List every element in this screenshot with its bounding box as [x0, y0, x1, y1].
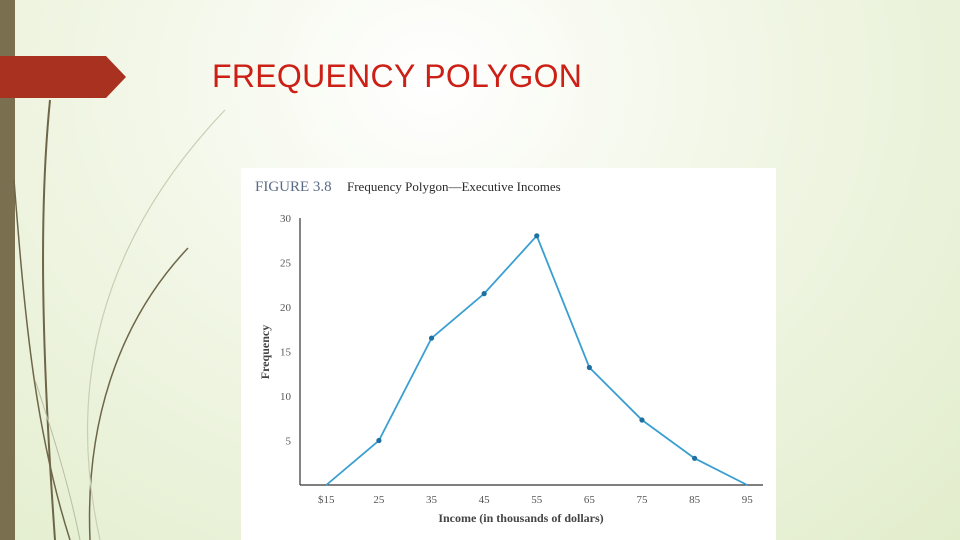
y-tick-label: 10	[280, 391, 292, 403]
data-point	[639, 417, 645, 423]
data-point	[534, 233, 540, 239]
y-tick-label: 20	[280, 302, 292, 314]
x-tick-label: $15	[318, 494, 335, 506]
title-marker-arrow	[0, 56, 126, 98]
y-tick-label: 25	[280, 258, 292, 270]
x-tick-label: 85	[689, 494, 701, 506]
x-tick-label: 35	[426, 494, 438, 506]
figure-panel: FIGURE 3.8 Frequency Polygon—Executive I…	[241, 168, 776, 540]
chart-title: Frequency Polygon—Executive Incomes	[347, 179, 561, 194]
x-tick-label: 75	[636, 494, 648, 506]
y-tick-label: 5	[286, 436, 292, 448]
data-point	[586, 364, 592, 371]
x-tick-label: 65	[584, 494, 596, 506]
y-tick-label: 30	[280, 213, 292, 225]
data-point	[376, 437, 382, 444]
data-point	[692, 455, 698, 461]
series-line	[325, 234, 748, 486]
frequency-polygon-chart: FIGURE 3.8 Frequency Polygon—Executive I…	[255, 179, 763, 525]
x-tick-label: 25	[373, 494, 385, 506]
x-tick-label: 55	[531, 494, 543, 506]
y-axis-label: Frequency	[258, 325, 272, 379]
data-point	[481, 291, 487, 297]
left-accent-bar	[0, 0, 15, 540]
data-point	[428, 335, 435, 341]
x-tick-label: 45	[479, 494, 491, 506]
x-axis-label: Income (in thousands of dollars)	[438, 511, 603, 525]
figure-number: FIGURE 3.8	[255, 179, 332, 195]
y-tick-label: 15	[280, 347, 292, 359]
x-tick-label: 95	[742, 494, 754, 506]
decorative-swoosh-lines	[13, 99, 226, 540]
slide-title: FREQUENCY POLYGON	[212, 58, 583, 94]
